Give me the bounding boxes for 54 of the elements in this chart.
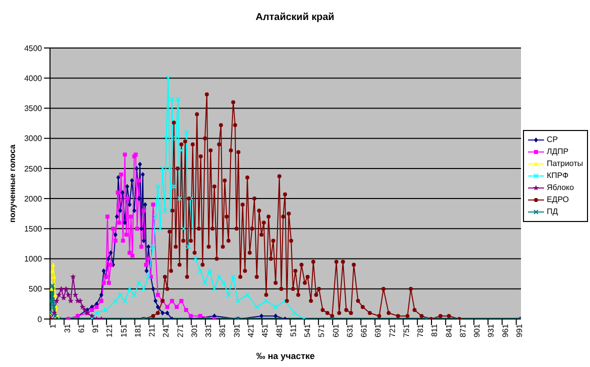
legend-label: Яблоко (546, 182, 574, 194)
x-tick-label: 121 (105, 323, 114, 338)
y-tick-label: 2000 (24, 194, 43, 204)
y-tick-label: 3500 (24, 104, 43, 114)
x-tick-label: 691 (374, 323, 383, 338)
x-tick-label: 61 (76, 323, 86, 333)
x-tick-label: 331 (204, 323, 214, 338)
x-tick-label: 211 (148, 323, 157, 337)
x-tick-label: 661 (360, 323, 369, 338)
x-tick-label: 451 (260, 323, 270, 338)
x-tick-label: 241 (162, 323, 171, 338)
y-tick-label: 4000 (24, 74, 43, 83)
y-tick-label: 1500 (24, 224, 43, 234)
x-tick-label: 571 (317, 323, 326, 338)
y-tick-label: 2500 (24, 164, 43, 174)
x-tick-label: 301 (190, 323, 199, 338)
x-tick-label: 601 (331, 323, 340, 338)
legend-label: ПД (546, 206, 558, 218)
x-tick-label: 721 (388, 323, 397, 338)
x-tick-label: 271 (176, 323, 185, 338)
x-tick-label: 361 (218, 323, 228, 338)
x-tick-label: 391 (232, 323, 242, 338)
y-tick-label: 1000 (24, 254, 43, 264)
x-tick-label: 871 (458, 323, 468, 338)
legend-label: СР (546, 134, 558, 146)
x-tick-label: 511 (288, 323, 298, 337)
x-tick-label: 541 (303, 323, 312, 338)
legend-label: ЛДПР (546, 146, 568, 158)
x-tick-label: 991 (514, 323, 524, 338)
x-tick-label: 931 (486, 323, 496, 338)
x-tick-label: 811 (430, 323, 440, 337)
y-tick-label: 3000 (24, 134, 43, 144)
y-tick-label: 4500 (24, 44, 43, 53)
x-tick-label: 181 (133, 323, 142, 338)
legend-label: КПРФ (546, 170, 568, 182)
legend-label: Патриоты (546, 158, 583, 170)
x-tick-label: 841 (444, 323, 454, 338)
x-tick-label: 901 (472, 323, 482, 338)
x-tick-label: 631 (345, 323, 354, 338)
x-tick-label: 421 (246, 323, 256, 338)
x-tick-label: 31 (62, 323, 72, 333)
x-axis-title: ‰ на участке (256, 351, 315, 361)
y-tick-label: 500 (28, 284, 43, 294)
chart-title: Алтайский край (254, 12, 336, 23)
legend-label: ЕДРО (546, 194, 569, 206)
x-tick-label: 481 (274, 323, 284, 338)
x-tick-label: 961 (500, 323, 510, 338)
x-tick-label: 91 (91, 323, 100, 333)
x-tick-label: 151 (119, 323, 128, 338)
y-axis-title: полученные голоса (8, 144, 17, 222)
y-tick-label: 0 (38, 314, 43, 324)
x-tick-label: 751 (402, 323, 411, 338)
x-tick-label: 781 (416, 323, 426, 338)
x-tick-label: 1 (48, 323, 58, 328)
